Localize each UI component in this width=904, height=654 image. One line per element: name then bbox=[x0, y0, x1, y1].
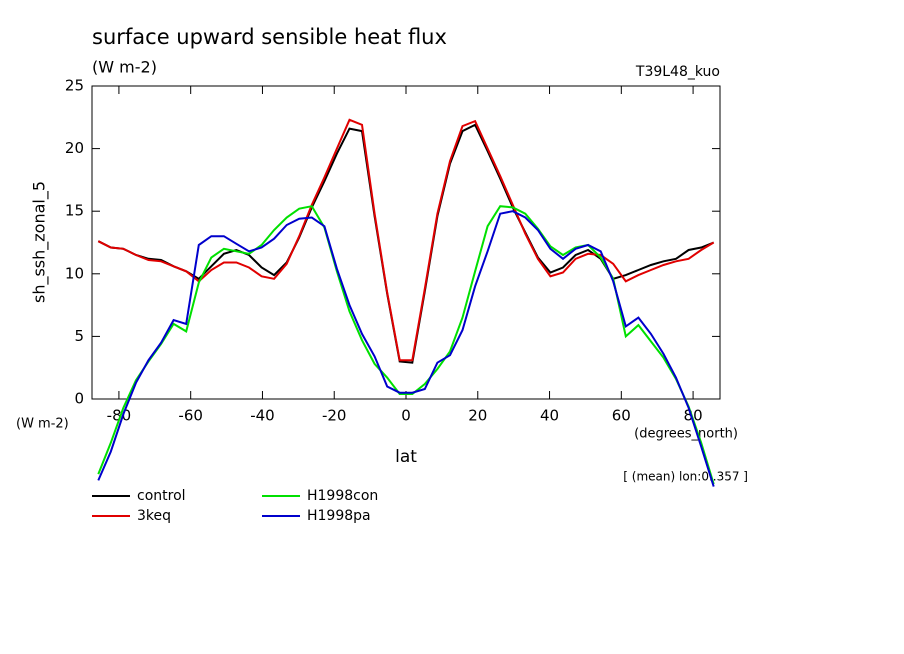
x-tick-label: -20 bbox=[322, 407, 347, 425]
y-tick-label: 5 bbox=[74, 327, 84, 345]
x-axis-label: lat bbox=[395, 447, 417, 467]
x-tick-label: 60 bbox=[612, 407, 631, 425]
run-label: T39L48_kuo bbox=[635, 64, 720, 80]
x-tick-label: -60 bbox=[178, 407, 203, 425]
data-line bbox=[97, 118, 715, 362]
y-tick-label: 10 bbox=[65, 264, 84, 282]
y-tick-label: 0 bbox=[74, 390, 84, 408]
x-tick-label: 80 bbox=[684, 407, 703, 425]
legend-label: 3keq bbox=[137, 508, 171, 524]
plot-frame bbox=[91, 85, 721, 400]
legend-label: H1998pa bbox=[307, 508, 371, 524]
x-tick-label: 20 bbox=[468, 407, 487, 425]
note: [ (mean) lon:0..357 ] bbox=[623, 470, 748, 484]
legend-label: H1998con bbox=[307, 488, 378, 504]
data-line bbox=[97, 123, 715, 364]
x-tick-label: 40 bbox=[540, 407, 559, 425]
chart-title: surface upward sensible heat flux bbox=[92, 25, 447, 49]
y-unit: (W m-2) bbox=[16, 417, 69, 432]
y-tick-label: 15 bbox=[65, 202, 84, 220]
x-tick-label: -40 bbox=[250, 407, 275, 425]
data-line bbox=[97, 210, 715, 487]
y-tick-label: 20 bbox=[65, 139, 84, 157]
x-tick-label: 0 bbox=[401, 407, 411, 425]
y-axis-label: sh_ssh_zonal_5 bbox=[30, 181, 50, 303]
data-line bbox=[97, 205, 715, 485]
y-tick-label: 25 bbox=[65, 77, 84, 95]
x-unit: (degrees_north) bbox=[634, 427, 738, 442]
legend-label: control bbox=[137, 488, 186, 504]
chart-subtitle: (W m-2) bbox=[92, 58, 157, 77]
